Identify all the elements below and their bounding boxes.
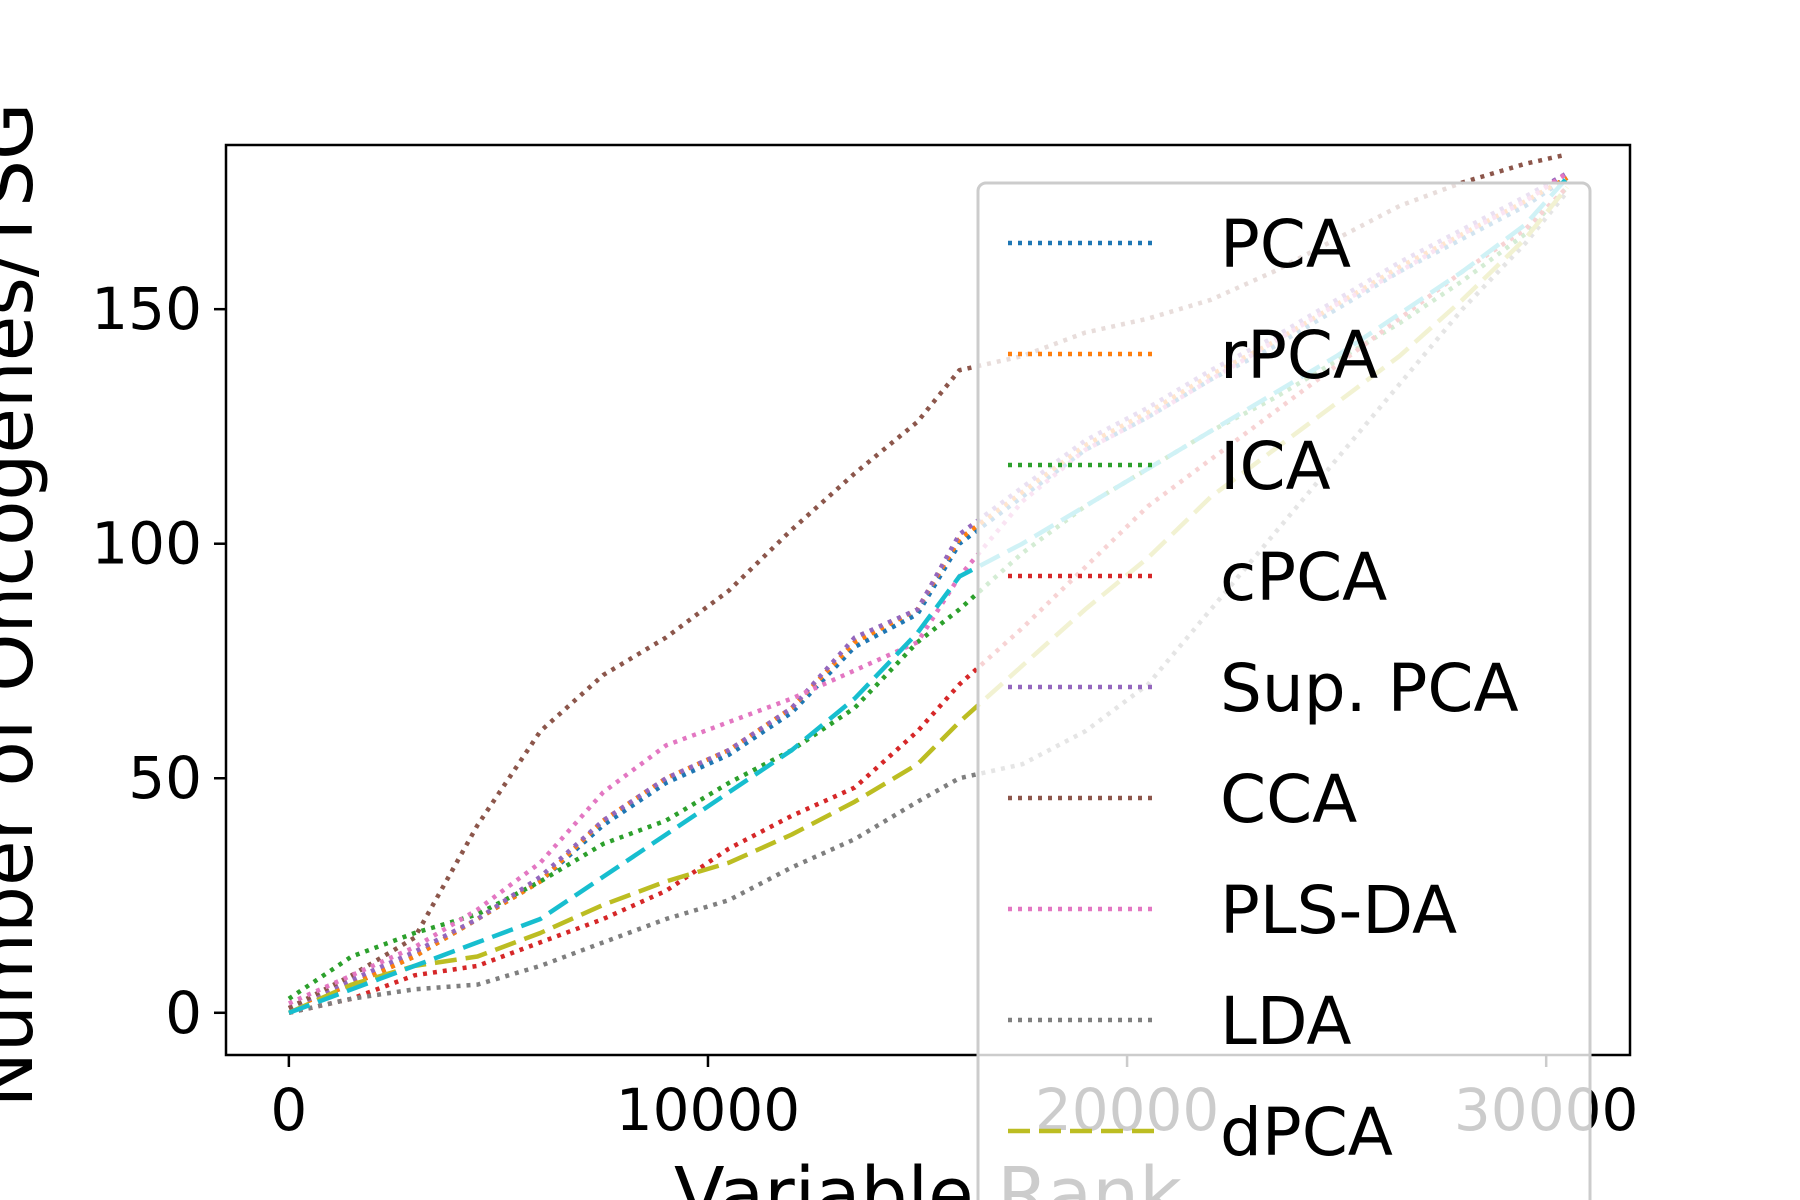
legend-label: LDA [1220, 983, 1352, 1060]
y-axis-ticks: 0 50 100 150 [91, 275, 226, 1047]
legend-label: rPCA [1220, 317, 1378, 394]
x-tick-label: 0 [270, 1076, 307, 1144]
legend-label: ICA [1220, 428, 1331, 505]
legend-label: dPCA [1220, 1094, 1393, 1171]
plot-frame [224, 143, 1632, 1057]
x-tick-label: 10000 [616, 1076, 801, 1144]
legend-label: CCA [1220, 761, 1357, 838]
legend-label: PCA [1220, 206, 1351, 283]
y-tick-label: 100 [91, 510, 202, 578]
legend-entries: PCA rPCA ICA cPCA Sup. PCA CCA PLS-DA LDA dPCA [1008, 206, 1519, 1171]
y-axis-label: Number of Oncogenes/TSG [0, 103, 50, 1108]
series-line-pls-da [287, 171, 1569, 1006]
legend-box [976, 181, 1592, 1200]
legend-label: PLS-DA [1220, 872, 1457, 949]
legend-label: cPCA [1220, 539, 1387, 616]
legend-label: Sup. PCA [1220, 650, 1519, 727]
y-tick-label: 0 [165, 979, 202, 1047]
legend: PCA rPCA ICA cPCA Sup. PCA CCA PLS-DA LDA dPCA [976, 181, 1592, 1200]
y-tick-label: 150 [91, 275, 202, 343]
y-tick-label: 50 [128, 744, 202, 812]
